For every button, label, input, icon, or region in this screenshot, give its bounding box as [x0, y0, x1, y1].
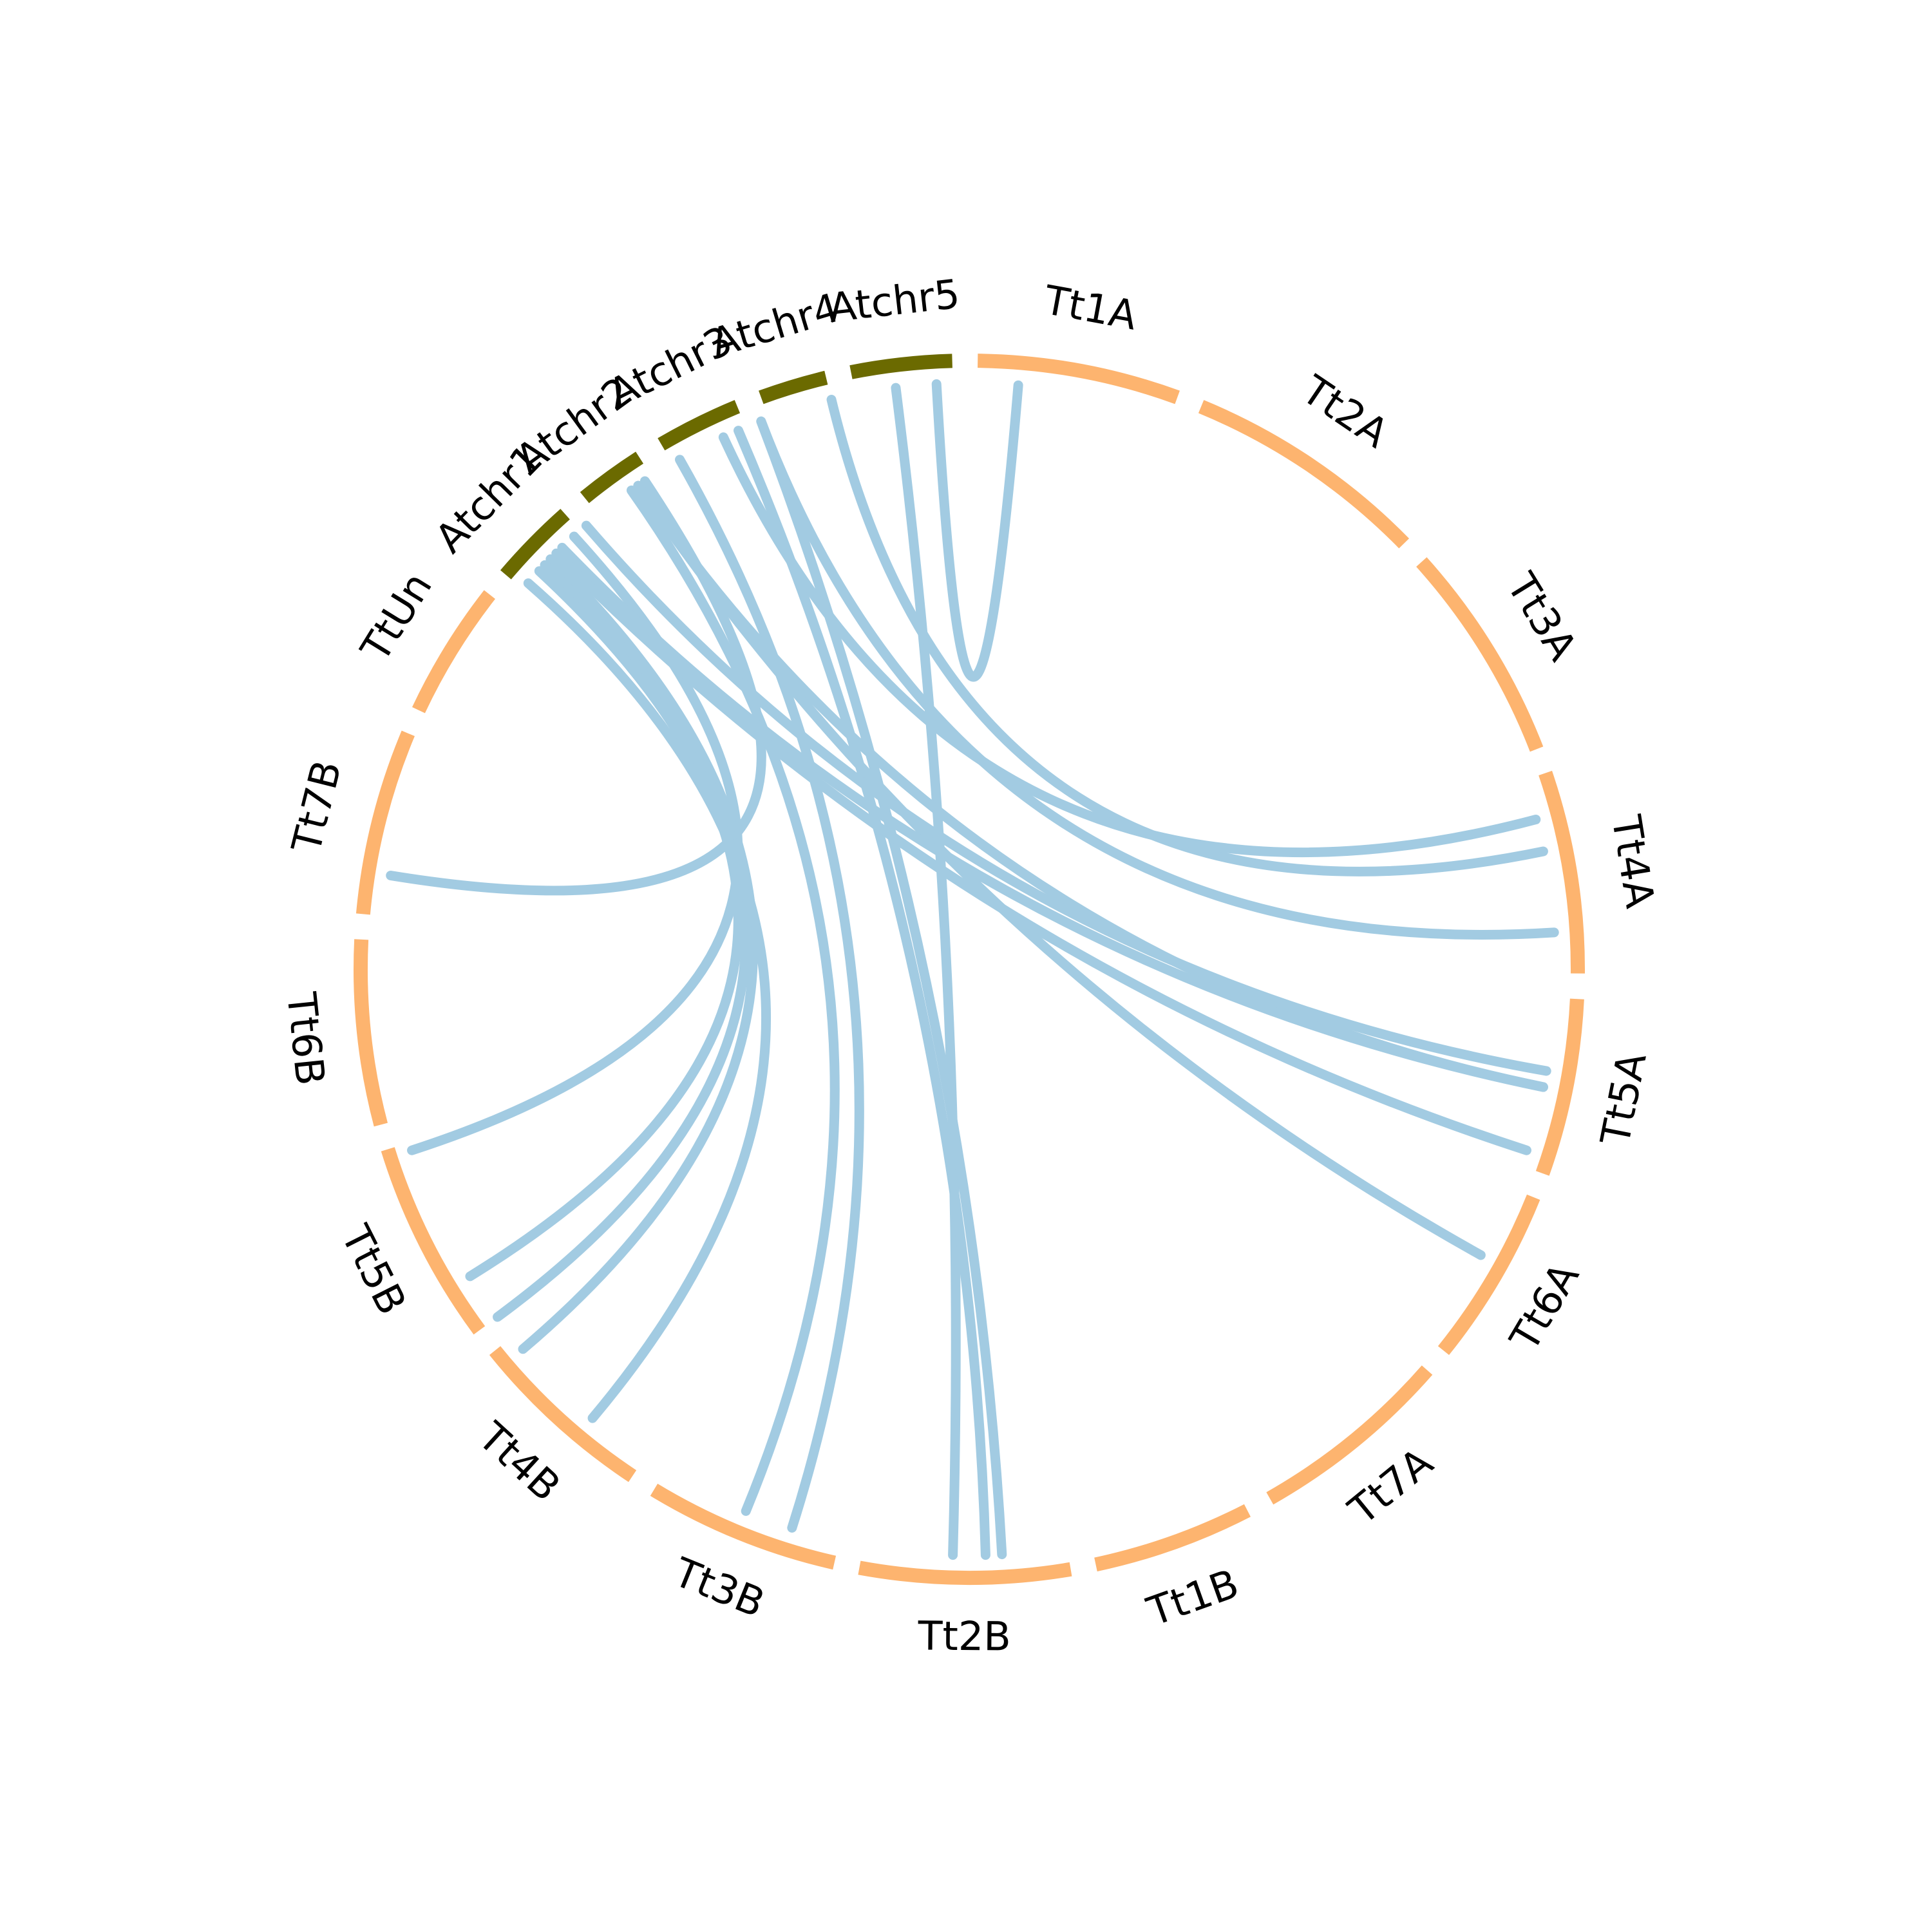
segment-arc-tt6a	[1437, 1194, 1540, 1356]
segment-arc-tt6b	[354, 939, 388, 1127]
segment-arc-atchr2	[580, 451, 644, 504]
link-0	[931, 379, 1023, 682]
segment-arc-tt1a	[978, 354, 1180, 404]
segment-arc-tt2b	[858, 1560, 1072, 1585]
segment-label-tt6b: Tt6B	[278, 990, 334, 1088]
segment-arc-atchr3	[658, 400, 741, 451]
link-5	[734, 426, 990, 1560]
segment-arc-tt5b	[381, 1147, 486, 1335]
link-15	[551, 548, 1531, 1155]
link-8	[386, 476, 766, 896]
arcs-layer	[354, 354, 1585, 1585]
segment-arc-tt7a	[1266, 1365, 1433, 1505]
segment-arc-tt4b	[489, 1346, 637, 1482]
link-17	[493, 560, 751, 1322]
segment-label-tt2b: Tt2B	[917, 1613, 1011, 1660]
link-3	[756, 416, 1559, 940]
link-2	[826, 395, 1548, 876]
link-14	[557, 542, 1548, 1092]
link-19	[523, 578, 772, 1423]
link-4	[756, 416, 1007, 1560]
link-1	[891, 383, 961, 1560]
segment-arc-tt4a	[1539, 770, 1585, 974]
link-16	[518, 554, 759, 1354]
link-18	[465, 566, 743, 1282]
segment-arc-tt5a	[1535, 998, 1584, 1176]
segment-arc-tt3a	[1416, 557, 1544, 752]
segment-arc-atchr4	[759, 370, 828, 404]
link-7	[675, 455, 864, 1533]
segment-arc-atchr5	[849, 354, 952, 379]
link-11	[626, 485, 840, 1516]
segment-arc-ttun	[412, 590, 495, 714]
segment-arc-tt3b	[650, 1483, 837, 1570]
link-12	[581, 520, 1551, 1076]
link-6	[718, 432, 1541, 858]
segment-arc-tt1b	[1094, 1504, 1251, 1572]
segment-arc-tt7b	[355, 730, 415, 915]
segment-arc-tt2a	[1198, 400, 1410, 549]
segment-arc-atchr1	[500, 509, 570, 580]
links-layer	[386, 379, 1559, 1560]
